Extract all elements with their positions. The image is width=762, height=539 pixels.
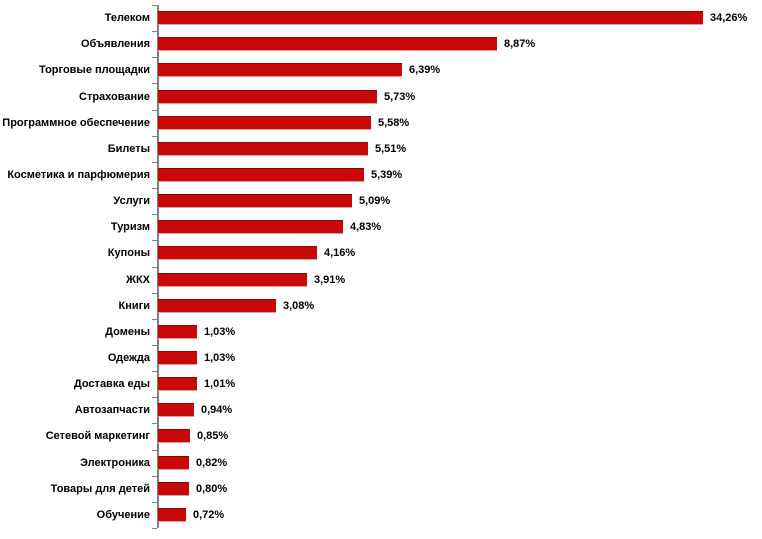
value-label: 1,03% (204, 352, 236, 365)
bar (158, 455, 189, 470)
category-label: Книги (118, 299, 150, 312)
value-label: 0,85% (197, 430, 229, 443)
axis-tick (152, 502, 157, 503)
category-label: Товары для детей (50, 482, 150, 495)
value-label: 1,03% (204, 325, 236, 338)
bar (158, 403, 194, 418)
axis-tick (152, 423, 157, 424)
category-label: Страхование (79, 90, 150, 103)
value-label: 0,94% (201, 404, 233, 417)
category-label: Билеты (107, 142, 150, 155)
bar (158, 481, 189, 496)
category-label: Объявления (80, 38, 150, 51)
axis-tick (152, 450, 157, 451)
bar (158, 141, 368, 156)
value-label: 0,80% (196, 482, 228, 495)
category-axis-line (157, 5, 159, 528)
axis-tick (152, 319, 157, 320)
value-label: 0,82% (196, 456, 228, 469)
axis-tick (152, 31, 157, 32)
bar (158, 298, 276, 313)
value-label: 5,58% (378, 116, 410, 129)
category-label: Торговые площадки (39, 64, 150, 77)
value-label: 8,87% (504, 38, 536, 51)
category-label: Электроника (80, 456, 150, 469)
axis-tick (152, 240, 157, 241)
category-label: ЖКХ (126, 273, 150, 286)
value-label: 3,91% (314, 273, 346, 286)
bar (158, 246, 317, 261)
category-label: Сетевой маркетинг (45, 430, 150, 443)
bar (158, 429, 190, 444)
value-label: 34,26% (710, 12, 748, 25)
value-label: 4,83% (350, 221, 382, 234)
axis-tick (152, 528, 157, 529)
bar (158, 37, 497, 52)
axis-tick (152, 57, 157, 58)
axis-tick (152, 293, 157, 294)
axis-tick (152, 5, 157, 6)
bar (158, 220, 343, 235)
bar (158, 351, 197, 366)
bar (158, 63, 402, 78)
category-label: Автозапчасти (74, 404, 150, 417)
category-label: Услуги (113, 195, 150, 208)
axis-tick (152, 214, 157, 215)
bar (158, 167, 364, 182)
value-label: 6,39% (409, 64, 441, 77)
axis-tick (152, 371, 157, 372)
value-label: 4,16% (324, 247, 356, 260)
value-label: 1,01% (204, 378, 236, 391)
category-label: Обучение (96, 508, 150, 521)
value-label: 5,73% (384, 90, 416, 103)
axis-tick (152, 188, 157, 189)
category-label: Доставка еды (73, 378, 150, 391)
axis-tick (152, 162, 157, 163)
axis-tick (152, 110, 157, 111)
axis-tick (152, 476, 157, 477)
value-label: 3,08% (283, 299, 315, 312)
bar (158, 324, 197, 339)
bar (158, 11, 703, 26)
category-label: Одежда (107, 352, 150, 365)
bar (158, 115, 371, 130)
category-label: Косметика и парфюмерия (7, 168, 150, 181)
bar (158, 272, 307, 287)
bar (158, 507, 186, 522)
axis-tick (152, 345, 157, 346)
axis-tick (152, 397, 157, 398)
category-label: Телеком (104, 12, 150, 25)
value-label: 5,51% (375, 142, 407, 155)
value-label: 5,09% (359, 195, 391, 208)
axis-tick (152, 267, 157, 268)
bar (158, 194, 352, 209)
category-label: Программное обеспечение (2, 116, 150, 129)
category-label: Туризм (110, 221, 150, 234)
axis-tick (152, 136, 157, 137)
category-label: Домены (105, 325, 150, 338)
value-label: 5,39% (371, 168, 403, 181)
value-label: 0,72% (193, 508, 225, 521)
category-label: Купоны (107, 247, 150, 260)
axis-tick (152, 83, 157, 84)
bar (158, 377, 197, 392)
bar (158, 89, 377, 104)
